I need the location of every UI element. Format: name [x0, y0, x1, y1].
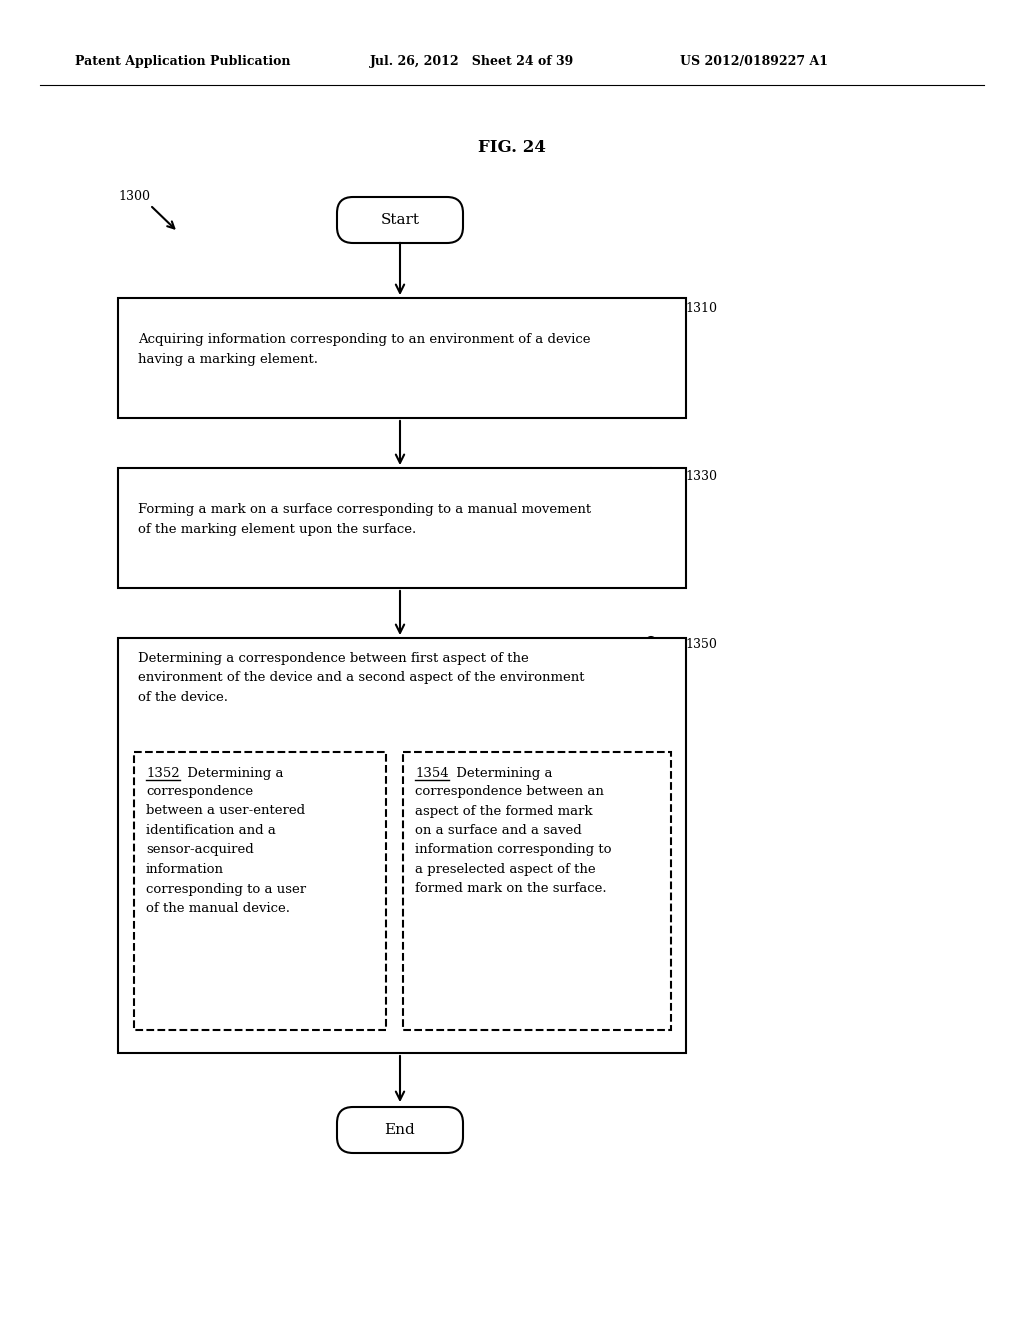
FancyBboxPatch shape [337, 1107, 463, 1152]
Text: Acquiring information corresponding to an environment of a device
having a marki: Acquiring information corresponding to a… [138, 333, 591, 366]
Text: 1330: 1330 [685, 470, 717, 483]
Text: Jul. 26, 2012   Sheet 24 of 39: Jul. 26, 2012 Sheet 24 of 39 [370, 55, 574, 69]
Bar [118, 298, 686, 418]
Text: Determining a: Determining a [452, 767, 553, 780]
Text: Determining a: Determining a [183, 767, 284, 780]
Bar [134, 752, 386, 1030]
Bar [118, 469, 686, 587]
Text: US 2012/0189227 A1: US 2012/0189227 A1 [680, 55, 828, 69]
Bar [118, 638, 686, 1053]
Text: correspondence
between a user-entered
identification and a
sensor-acquired
infor: correspondence between a user-entered id… [146, 785, 306, 915]
Text: 1354: 1354 [415, 767, 449, 780]
Text: Determining a correspondence between first aspect of the
environment of the devi: Determining a correspondence between fir… [138, 652, 585, 704]
Text: 1300: 1300 [118, 190, 150, 202]
Text: Patent Application Publication: Patent Application Publication [75, 55, 291, 69]
Text: 1350: 1350 [685, 639, 717, 652]
Text: 1310: 1310 [685, 301, 717, 314]
Text: FIG. 24: FIG. 24 [478, 140, 546, 157]
Text: correspondence between an
aspect of the formed mark
on a surface and a saved
inf: correspondence between an aspect of the … [415, 785, 611, 895]
Bar [403, 752, 671, 1030]
Text: Start: Start [381, 213, 420, 227]
Text: 1352: 1352 [146, 767, 179, 780]
Text: Forming a mark on a surface corresponding to a manual movement
of the marking el: Forming a mark on a surface correspondin… [138, 503, 591, 536]
FancyBboxPatch shape [337, 197, 463, 243]
Text: End: End [385, 1123, 416, 1137]
